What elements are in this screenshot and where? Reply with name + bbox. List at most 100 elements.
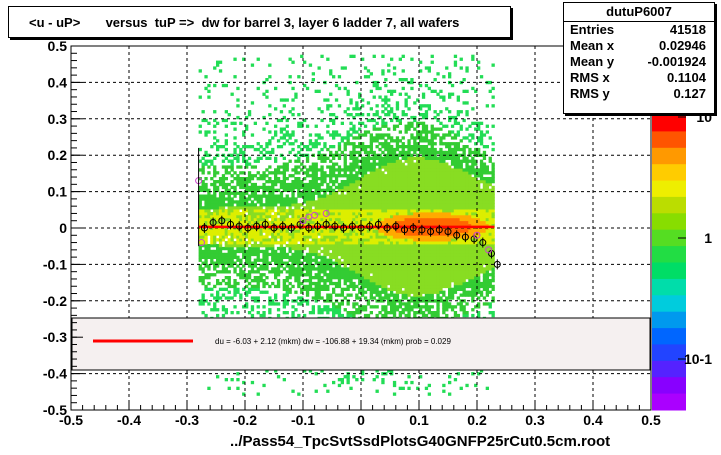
- heat-cell: [413, 232, 417, 236]
- heat-cell: [256, 194, 260, 198]
- heat-cell: [311, 209, 315, 213]
- heat-cell: [201, 311, 205, 315]
- heat-cell: [320, 118, 324, 123]
- heat-cell: [401, 212, 405, 216]
- heat-cell: [297, 217, 301, 222]
- heat-cell: [305, 212, 310, 216]
- heat-cell: [352, 302, 356, 306]
- heat-cell: [392, 273, 397, 277]
- heat-cell: [247, 241, 252, 245]
- heat-cell: [413, 238, 417, 242]
- heat-cell: [445, 107, 449, 111]
- heat-cell: [433, 241, 437, 245]
- heat-cell: [236, 232, 240, 236]
- heat-cell: [401, 168, 405, 172]
- heat-cell: [242, 133, 246, 137]
- heat-cell: [361, 191, 365, 195]
- heat-cell: [392, 156, 397, 160]
- heat-cell: [317, 209, 321, 213]
- heat-cell: [436, 188, 440, 192]
- heat-cell: [247, 270, 252, 274]
- heat-cell: [413, 249, 417, 254]
- heat-cell: [323, 217, 327, 222]
- heat-cell: [375, 267, 379, 271]
- heat-cell: [259, 217, 263, 222]
- heat-cell: [450, 255, 455, 259]
- heat-cell: [448, 191, 452, 195]
- heat-cell: [427, 383, 431, 388]
- heat-cell: [421, 200, 426, 204]
- heat-cell: [430, 136, 434, 140]
- heat-cell: [242, 177, 246, 181]
- heat-cell: [436, 284, 440, 289]
- heat-cell: [361, 203, 365, 207]
- heat-cell: [340, 302, 344, 306]
- heat-cell: [372, 139, 376, 143]
- heat-cell: [294, 165, 298, 169]
- heat-cell: [442, 244, 446, 248]
- heat-cell: [442, 302, 446, 306]
- heat-cell: [268, 150, 272, 155]
- heat-cell: [358, 252, 362, 257]
- heat-cell: [224, 246, 228, 251]
- heat-cell: [387, 153, 391, 157]
- heat-cell: [355, 136, 359, 140]
- heat-cell: [317, 246, 321, 251]
- heat-cell: [314, 180, 318, 184]
- heat-cell: [424, 249, 429, 254]
- heat-cell: [276, 279, 281, 283]
- heat-cell: [381, 180, 385, 184]
- heat-cell: [216, 188, 220, 192]
- heat-cell: [387, 110, 391, 114]
- heat-cell: [352, 241, 356, 245]
- heat-cell: [329, 212, 333, 216]
- heat-cell: [305, 124, 310, 128]
- heat-cell: [276, 313, 281, 318]
- heat-cell: [305, 147, 310, 152]
- heat-cell: [442, 159, 446, 163]
- heat-cell: [343, 188, 347, 192]
- heat-cell: [384, 188, 388, 192]
- heat-cell: [366, 313, 371, 318]
- heat-cell: [227, 238, 231, 242]
- heat-cell: [303, 209, 307, 213]
- heat-cell: [323, 305, 327, 309]
- heat-cell: [279, 191, 284, 195]
- heat-cell: [308, 276, 313, 280]
- heat-cell: [204, 241, 208, 245]
- heat-cell: [253, 147, 257, 152]
- heat-cell: [453, 212, 458, 216]
- heat-cell: [381, 72, 385, 76]
- heat-cell: [398, 177, 402, 181]
- heat-cell: [456, 246, 460, 251]
- heat-cell: [439, 142, 443, 146]
- heat-cell: [337, 147, 342, 152]
- heat-cell: [271, 281, 275, 286]
- heat-cell: [352, 124, 356, 128]
- heat-cell: [221, 308, 226, 312]
- heat-cell: [282, 136, 286, 140]
- heat-cell: [401, 182, 405, 187]
- heat-cell: [218, 214, 223, 219]
- heat-cell: [413, 136, 417, 140]
- heat-cell: [204, 206, 208, 210]
- heat-cell: [392, 258, 397, 262]
- heat-cell: [421, 95, 426, 99]
- heat-cell: [349, 212, 353, 216]
- heat-cell: [329, 206, 333, 210]
- heat-cell: [390, 194, 394, 198]
- heat-cell: [253, 299, 257, 303]
- heat-cell: [213, 182, 217, 187]
- heat-cell: [221, 255, 226, 259]
- heat-cell: [274, 124, 278, 128]
- heat-cell: [314, 185, 318, 190]
- heat-cell: [433, 165, 437, 169]
- heat-cell: [308, 182, 313, 187]
- heat-cell: [300, 281, 304, 286]
- heat-cell: [358, 177, 362, 181]
- heat-cell: [239, 212, 243, 216]
- heat-cell: [352, 252, 356, 257]
- heat-cell: [445, 209, 449, 213]
- heat-cell: [442, 238, 446, 242]
- heat-cell: [363, 75, 368, 79]
